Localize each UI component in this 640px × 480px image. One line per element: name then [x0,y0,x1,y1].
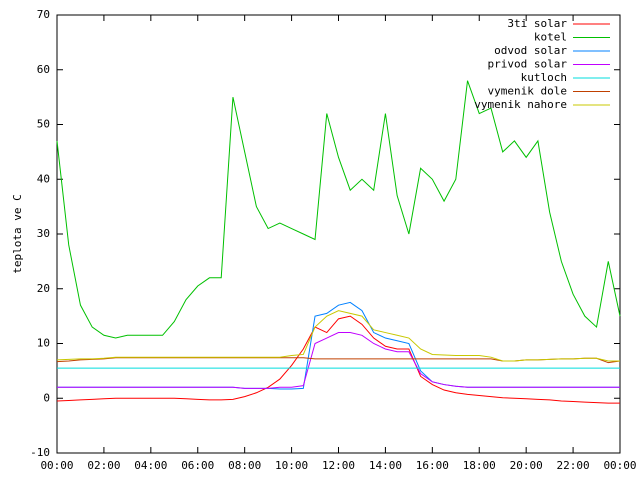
y-tick-label: 50 [37,118,50,131]
x-tick-label: 20:00 [510,459,543,472]
x-tick-label: 16:00 [416,459,449,472]
y-tick-label: 10 [37,337,50,350]
series-line [56,310,620,362]
x-tick-label: 12:00 [322,459,355,472]
x-tick-label: 10:00 [275,459,308,472]
legend-label: kutloch [521,71,567,84]
legend-label: odvod solar [494,44,567,57]
series-line [56,315,620,404]
x-tick-label: 00:00 [40,459,73,472]
series-line [57,301,620,390]
y-tick-label: 60 [37,63,50,76]
y-tick-label: 70 [37,8,50,21]
y-tick-label: 40 [37,172,50,185]
y-tick-label: 0 [43,391,50,404]
x-tick-label: 08:00 [228,459,261,472]
series-line [57,332,620,389]
x-tick-label: 14:00 [369,459,402,472]
legend-label: kotel [534,31,567,44]
y-tick-label: -10 [30,446,50,459]
y-axis-label: teplota ve C [11,194,24,273]
x-tick-label: 06:00 [181,459,214,472]
legend-label: privod solar [488,58,568,71]
legend-label: vymenik nahore [474,98,567,111]
series-line [56,80,621,339]
x-tick-label: 04:00 [134,459,167,472]
legend-label: 3ti solar [507,17,567,30]
x-tick-label: 02:00 [87,459,120,472]
x-tick-label: 22:00 [557,459,590,472]
legend-label: vymenik dole [488,85,567,98]
x-tick-label: 18:00 [463,459,496,472]
x-tick-label: 00:00 [603,459,636,472]
y-tick-label: 30 [37,227,50,240]
y-tick-label: 20 [37,282,50,295]
